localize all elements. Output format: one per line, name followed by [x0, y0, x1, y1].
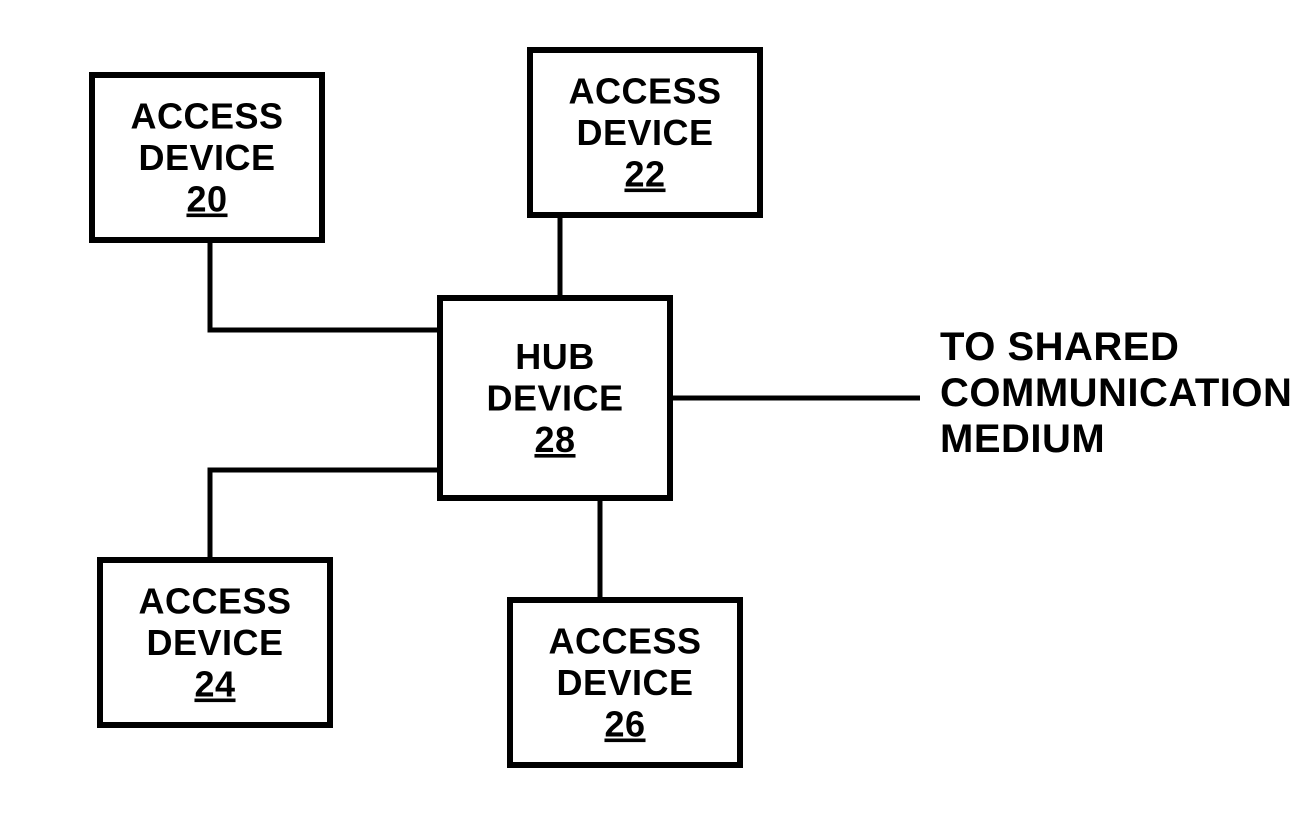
connection-line — [210, 470, 440, 560]
dev24-label-line1: ACCESS — [138, 581, 291, 622]
dev22-ref-number: 22 — [624, 154, 665, 195]
dev20-label-line2: DEVICE — [138, 137, 275, 178]
network-diagram: HUBDEVICE28ACCESSDEVICE20ACCESSDEVICE22A… — [0, 0, 1308, 824]
dev22-label-line1: ACCESS — [568, 71, 721, 112]
annotation-line-0: TO SHARED — [940, 325, 1179, 369]
dev26-label-line1: ACCESS — [548, 621, 701, 662]
dev22-node: ACCESSDEVICE22 — [530, 50, 760, 215]
annotation-line-1: COMMUNICATION — [940, 371, 1292, 415]
dev20-label-line1: ACCESS — [130, 96, 283, 137]
hub-label-line2: DEVICE — [486, 378, 623, 419]
connection-line — [210, 240, 440, 330]
hub-node: HUBDEVICE28 — [440, 298, 670, 498]
hub-ref-number: 28 — [534, 419, 575, 460]
dev20-node: ACCESSDEVICE20 — [92, 75, 322, 240]
dev26-ref-number: 26 — [604, 704, 645, 745]
dev22-label-line2: DEVICE — [576, 112, 713, 153]
annotation-line-2: MEDIUM — [940, 417, 1105, 461]
dev24-node: ACCESSDEVICE24 — [100, 560, 330, 725]
hub-label-line1: HUB — [515, 336, 595, 377]
dev26-node: ACCESSDEVICE26 — [510, 600, 740, 765]
dev24-ref-number: 24 — [194, 664, 235, 705]
dev20-ref-number: 20 — [186, 179, 227, 220]
dev26-label-line2: DEVICE — [556, 662, 693, 703]
dev24-label-line2: DEVICE — [146, 622, 283, 663]
